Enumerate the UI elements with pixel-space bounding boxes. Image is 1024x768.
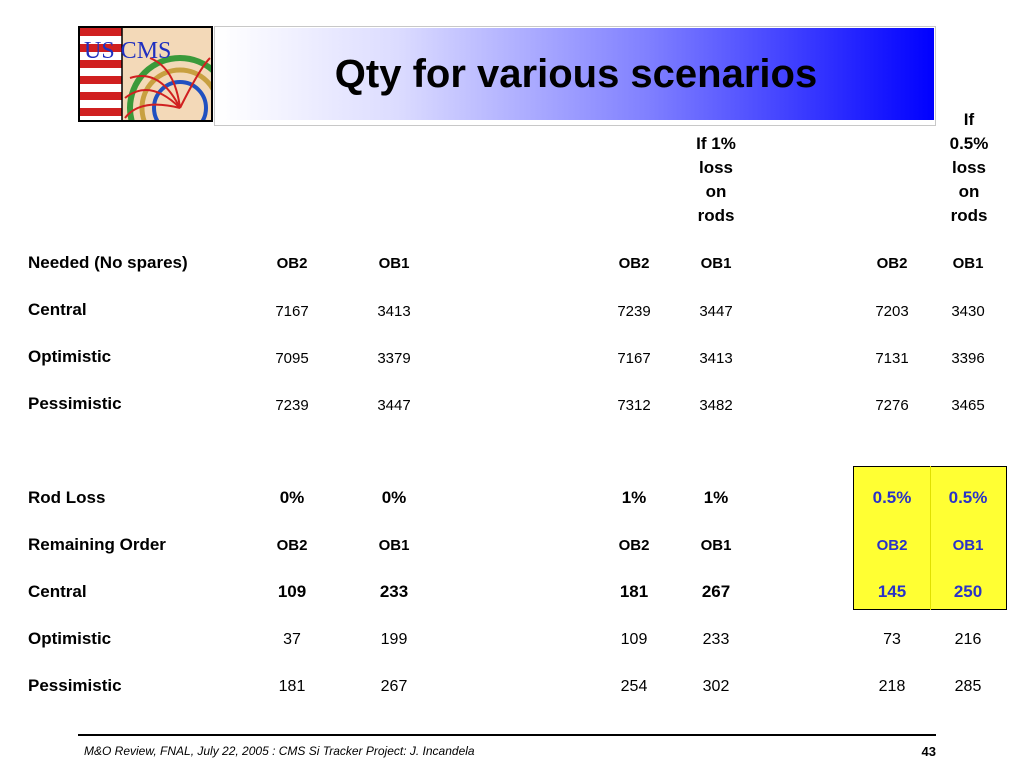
table-cell: 3447 xyxy=(699,303,733,320)
table-cell: 3413 xyxy=(699,350,733,367)
table-cell: 254 xyxy=(620,678,648,695)
table-cell: OB2 xyxy=(876,537,908,554)
logo-text: US CMS xyxy=(84,38,171,64)
row-label-central: Central xyxy=(28,582,87,601)
row-label-pessimistic: Pessimistic xyxy=(28,394,122,413)
table-cell: OB1 xyxy=(700,255,732,272)
table-cell: 0% xyxy=(279,488,305,507)
page-number: 43 xyxy=(921,744,936,759)
header-line: If 1% xyxy=(696,134,736,153)
header-line: rods xyxy=(950,206,988,225)
table-cell: 7239 xyxy=(617,303,651,320)
table-cell: 109 xyxy=(277,582,307,601)
row-label-optimistic: Optimistic xyxy=(28,629,112,648)
table-cell: 7203 xyxy=(875,303,909,320)
header-line: 0.5% xyxy=(949,134,989,153)
page-title: Qty for various scenarios xyxy=(334,51,818,96)
table-cell: 3465 xyxy=(951,397,985,414)
table-cell: OB1 xyxy=(952,537,984,554)
table-cell: 1% xyxy=(621,488,647,507)
table-cell: OB1 xyxy=(700,537,732,554)
table-cell: 285 xyxy=(954,678,982,695)
table-cell: OB2 xyxy=(276,255,308,272)
table-cell: 7131 xyxy=(875,350,909,367)
title-banner xyxy=(218,28,934,120)
table-cell: 145 xyxy=(877,582,907,601)
table-cell: 0.5% xyxy=(948,488,988,507)
table-cell: 7239 xyxy=(275,397,309,414)
header-line: If xyxy=(963,110,975,129)
table-cell: 3482 xyxy=(699,397,733,414)
table-cell: OB2 xyxy=(876,255,908,272)
header-line: on xyxy=(958,182,980,201)
header-1pct-loss: If 1% loss on rods xyxy=(676,132,756,228)
table-cell: 181 xyxy=(619,582,649,601)
table-cell: 216 xyxy=(954,631,982,648)
table-cell: 7312 xyxy=(617,397,651,414)
row-label-remaining-order: Remaining Order xyxy=(28,535,166,554)
us-cms-logo: US CMS xyxy=(78,26,213,122)
table-cell: 1% xyxy=(703,488,729,507)
header-line: loss xyxy=(951,158,987,177)
table-cell: 0.5% xyxy=(872,488,912,507)
row-label-needed: Needed (No spares) xyxy=(28,253,188,272)
table-cell: 181 xyxy=(278,678,306,695)
footer-divider xyxy=(78,734,936,736)
table-cell: OB1 xyxy=(378,537,410,554)
header-line: on xyxy=(705,182,727,201)
table-cell: 0% xyxy=(381,488,407,507)
table-cell: 3430 xyxy=(951,303,985,320)
row-label-central: Central xyxy=(28,300,87,319)
row-label-rod-loss: Rod Loss xyxy=(28,488,106,507)
header-line: rods xyxy=(697,206,735,225)
table-cell: 7167 xyxy=(617,350,651,367)
table-cell: OB2 xyxy=(276,537,308,554)
table-cell: 218 xyxy=(878,678,906,695)
table-cell: 3379 xyxy=(377,350,411,367)
highlight-divider xyxy=(930,466,931,610)
table-cell: OB1 xyxy=(378,255,410,272)
table-cell: OB2 xyxy=(618,255,650,272)
table-cell: 7276 xyxy=(875,397,909,414)
table-cell: 267 xyxy=(701,582,731,601)
header-half-pct-loss: If 0.5% loss on rods xyxy=(929,108,1009,228)
table-cell: 267 xyxy=(380,678,408,695)
table-cell: 233 xyxy=(379,582,409,601)
table-cell: 3413 xyxy=(377,303,411,320)
table-cell: 109 xyxy=(620,631,648,648)
table-cell: 7167 xyxy=(275,303,309,320)
row-label-pessimistic: Pessimistic xyxy=(28,676,122,695)
table-cell: 3396 xyxy=(951,350,985,367)
table-cell: 199 xyxy=(380,631,408,648)
row-label-optimistic: Optimistic xyxy=(28,347,112,366)
table-cell: 302 xyxy=(702,678,730,695)
table-cell: 3447 xyxy=(377,397,411,414)
footer-text: M&O Review, FNAL, July 22, 2005 : CMS Si… xyxy=(84,744,475,758)
table-cell: OB1 xyxy=(952,255,984,272)
table-cell: 37 xyxy=(283,631,301,648)
table-cell: 7095 xyxy=(275,350,309,367)
table-cell: 233 xyxy=(702,631,730,648)
table-cell: 73 xyxy=(883,631,901,648)
table-cell: OB2 xyxy=(618,537,650,554)
header-line: loss xyxy=(698,158,734,177)
table-cell: 250 xyxy=(953,582,983,601)
